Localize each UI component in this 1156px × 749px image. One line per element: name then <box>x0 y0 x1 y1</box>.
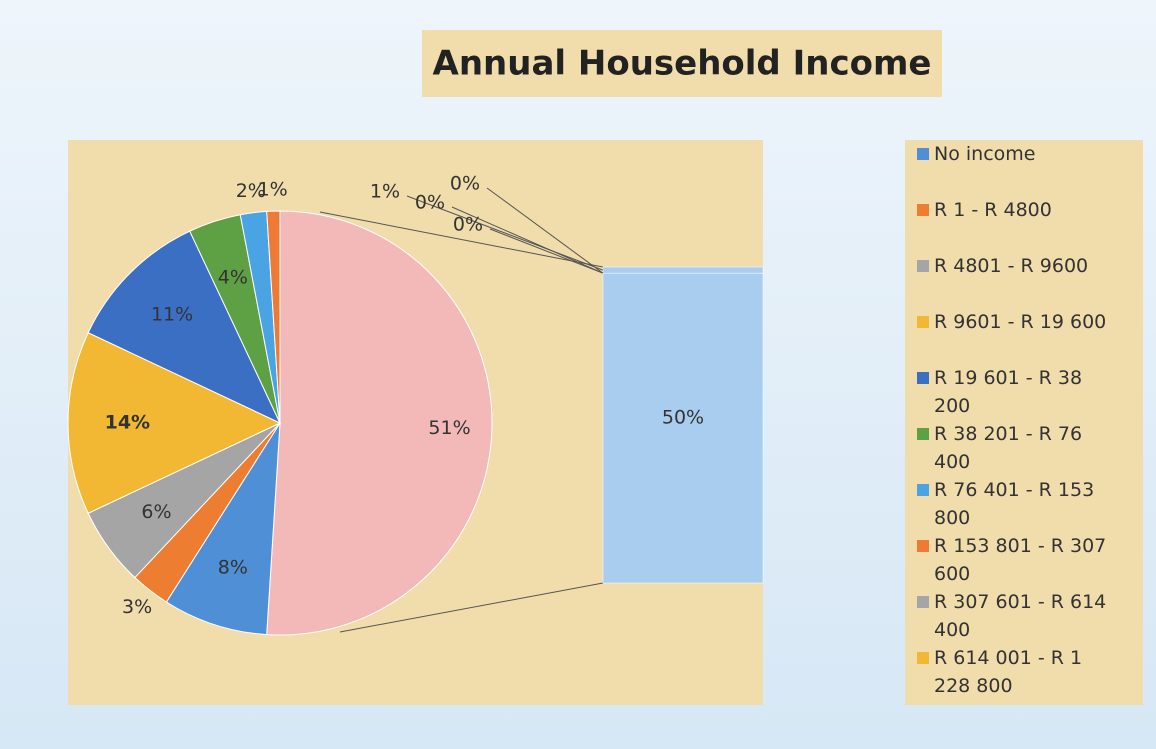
legend-label: R 307 601 - R 614 400 <box>934 591 1107 641</box>
legend-item: R 9601 - R 19 600 <box>917 308 1143 364</box>
legend-swatch <box>917 148 929 160</box>
data-label: 0% <box>450 173 480 195</box>
pie-slice <box>266 210 281 424</box>
bar-segment <box>602 272 764 584</box>
legend-label: R 9601 - R 19 600 <box>934 311 1107 333</box>
legend-swatch <box>917 540 929 552</box>
connector <box>339 582 604 633</box>
legend-label: R 4801 - R 9600 <box>934 255 1089 277</box>
legend-item: R 4801 - R 9600 <box>917 252 1143 308</box>
data-label: 50% <box>662 407 704 429</box>
legend-swatch <box>917 484 929 496</box>
data-label: 4% <box>218 266 248 288</box>
data-label: 8% <box>218 557 248 579</box>
legend-item: R 19 601 - R 38 200 <box>917 364 1143 420</box>
legend-swatch <box>917 204 929 216</box>
leader-line <box>486 187 604 274</box>
pie-slice <box>87 230 282 425</box>
legend-label: R 1 - R 4800 <box>934 199 1052 221</box>
connector <box>319 211 604 268</box>
legend-label: R 153 801 - R 307 600 <box>934 535 1107 585</box>
legend-item: R 1 - R 4800 <box>917 196 1143 252</box>
legend-label: R 76 401 - R 153 800 <box>934 479 1095 529</box>
data-label: 0% <box>453 214 483 236</box>
data-label: 1% <box>370 181 400 203</box>
legend-item: R 153 801 - R 307 600 <box>917 532 1143 588</box>
legend-label: R 19 601 - R 38 200 <box>934 367 1083 417</box>
legend-swatch <box>917 428 929 440</box>
legend-item: R 38 201 - R 76 400 <box>917 420 1143 476</box>
chart-title: Annual Household Income <box>433 44 932 84</box>
pie-slice <box>266 210 493 636</box>
data-label: 1% <box>258 178 288 200</box>
legend: No income R 1 - R 4800 R 4801 - R 9600 R 96… <box>905 140 1143 705</box>
legend-swatch <box>917 316 929 328</box>
legend-swatch <box>917 596 929 608</box>
legend-swatch <box>917 372 929 384</box>
legend-swatch <box>917 652 929 664</box>
data-label: 0% <box>415 192 445 214</box>
legend-item: R 614 001 - R 1 228 800 <box>917 644 1143 700</box>
leader-line <box>451 206 604 274</box>
legend-label: No income <box>934 143 1036 165</box>
data-label: 11% <box>151 304 193 326</box>
data-label: 14% <box>105 412 150 434</box>
legend-swatch <box>917 260 929 272</box>
data-label: 6% <box>141 501 171 523</box>
title-box <box>422 30 942 97</box>
data-label: 2% <box>236 180 266 202</box>
data-label: 3% <box>122 596 152 618</box>
legend-item: R 76 401 - R 153 800 <box>917 476 1143 532</box>
leader-line <box>406 195 604 271</box>
legend-item: No income <box>917 140 1143 196</box>
pie-slice <box>67 332 282 514</box>
legend-item: R 307 601 - R 614 400 <box>917 588 1143 644</box>
legend-label: R 614 001 - R 1 228 800 <box>934 647 1083 697</box>
leader-line <box>489 228 604 274</box>
legend-label: R 38 201 - R 76 400 <box>934 423 1083 473</box>
data-label: 51% <box>428 417 470 439</box>
pie-slice <box>165 422 281 636</box>
bar-segment <box>602 266 764 274</box>
